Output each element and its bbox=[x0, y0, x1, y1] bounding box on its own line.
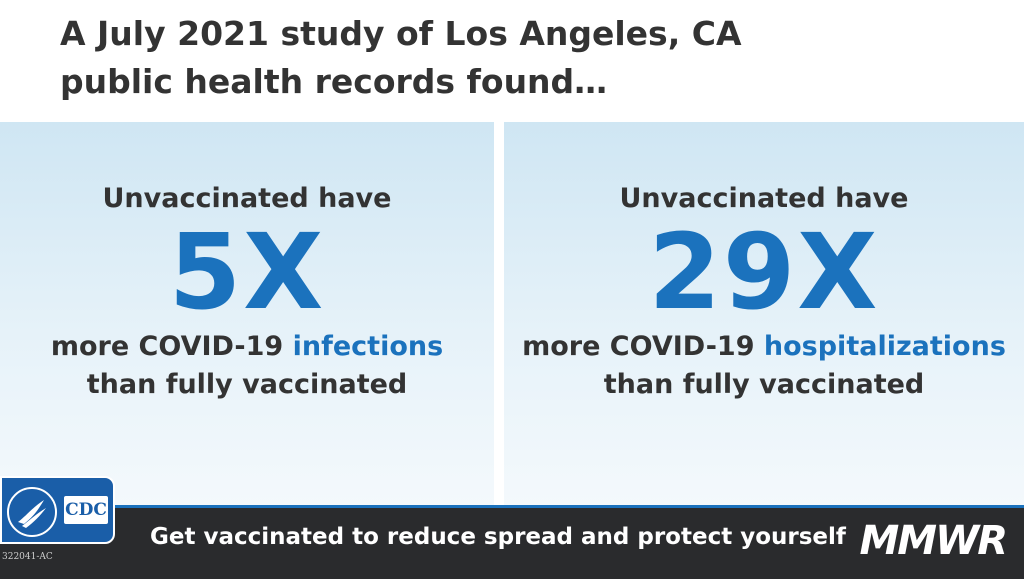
panel-line: more COVID-19 infections bbox=[0, 328, 494, 366]
doc-code: 322041-AC bbox=[2, 552, 53, 562]
panel-figure: 5X bbox=[168, 211, 326, 333]
stat-panel: Unvaccinated have 29X more COVID-19 hosp… bbox=[504, 122, 1024, 507]
panel-line: more COVID-19 hospitalizations bbox=[504, 328, 1024, 366]
hhs-emblem bbox=[7, 487, 57, 537]
panel-tail: than fully vaccinated bbox=[86, 369, 408, 400]
title-line: A July 2021 study of Los Angeles, CA bbox=[60, 14, 742, 53]
panel-intro: Unvaccinated have bbox=[102, 183, 392, 214]
panel-highlight: hospitalizations bbox=[763, 331, 1006, 362]
cdc-logo: CDC bbox=[0, 476, 115, 544]
brand: MMWR bbox=[859, 518, 1008, 564]
panel-lead: more COVID-19 bbox=[522, 331, 755, 362]
panel-lead: more COVID-19 bbox=[50, 331, 284, 362]
title: A July 2021 study of Los Angeles, CA pub… bbox=[60, 10, 741, 106]
footer: Get vaccinated to reduce spread and prot… bbox=[0, 505, 1024, 579]
panel-figure: 29X bbox=[648, 211, 880, 333]
footer-message: Get vaccinated to reduce spread and prot… bbox=[150, 524, 846, 550]
panel-intro: Unvaccinated have bbox=[619, 183, 909, 214]
stat-panel: Unvaccinated have 5X more COVID-19 infec… bbox=[0, 122, 494, 507]
panel-tail: than fully vaccinated bbox=[603, 369, 925, 400]
logo-text: CDC bbox=[64, 496, 108, 524]
title-line: public health records found… bbox=[60, 62, 608, 101]
panel-highlight: infections bbox=[292, 331, 444, 362]
